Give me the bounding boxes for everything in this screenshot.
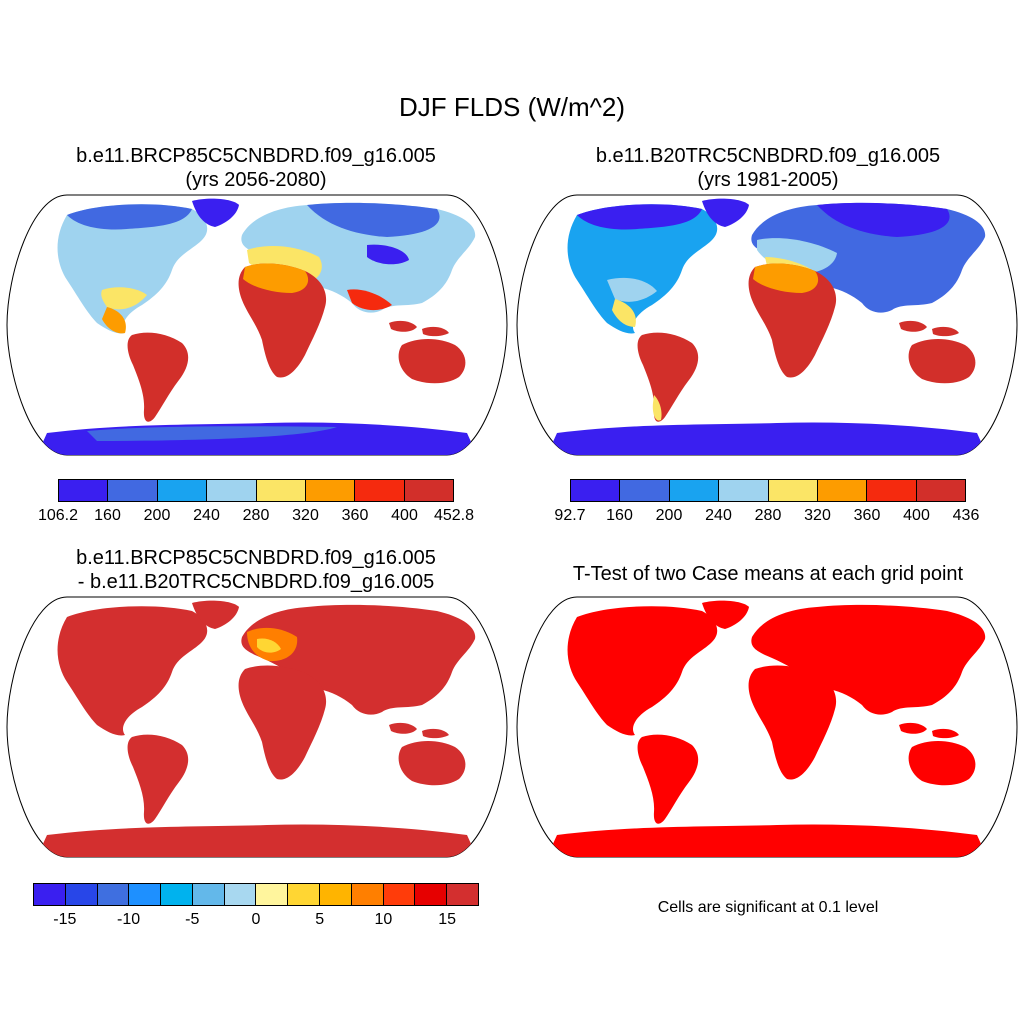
cb3-tick-label: 10: [374, 911, 393, 928]
cb3-tick-label: -10: [117, 911, 141, 928]
cb1-swatch-5: [305, 480, 356, 501]
panel2-title: b.e11.B20TRC5CNBDRD.f09_g16.005 (yrs 198…: [512, 144, 1024, 192]
cb3-swatch-5: [192, 884, 225, 905]
map-panel-1: [6, 194, 508, 456]
cb3-tick-label: -5: [185, 911, 200, 928]
cb2-tick-label: 400: [903, 507, 930, 524]
cb1-tick-label: 320: [292, 507, 319, 524]
cb2-swatch-7: [916, 480, 965, 501]
ttest-note: Cells are significant at 0.1 level: [657, 899, 879, 916]
cb2-swatch-5: [817, 480, 868, 501]
map-panel-3: [6, 596, 508, 858]
cb1-swatch-3: [207, 480, 257, 501]
figure-title: DJF FLDS (W/m^2): [399, 92, 625, 122]
cb3-swatch-0: [34, 884, 66, 905]
cb2-swatch-0: [571, 480, 621, 501]
cb2-swatch-1: [620, 480, 670, 501]
cb2-swatch-6: [867, 480, 917, 501]
panel2-title-line2: (yrs 1981-2005): [697, 169, 839, 191]
cb3-swatch-4: [161, 884, 193, 905]
cb3-swatch-3: [129, 884, 162, 905]
cb1-tick-label: 400: [391, 507, 418, 524]
panel2-title-line1: b.e11.B20TRC5CNBDRD.f09_g16.005: [595, 145, 941, 167]
cb2-tick-label: 240: [705, 507, 732, 524]
cb2-swatch-2: [669, 480, 720, 501]
cb3-swatch-8: [288, 884, 321, 905]
cb3-swatch-12: [415, 884, 448, 905]
cb3-swatch-13: [447, 884, 478, 905]
cb3-tick-label: 5: [315, 911, 325, 928]
cb3-tick-label: 15: [438, 911, 457, 928]
panel1-title-line1: b.e11.BRCP85C5CNBDRD.f09_g16.005: [76, 145, 436, 167]
colorbar-panel-1: [58, 479, 454, 502]
panel3-title: b.e11.BRCP85C5CNBDRD.f09_g16.005 - b.e11…: [0, 546, 512, 594]
cb3-swatch-7: [256, 884, 289, 905]
panel3-title-line2: - b.e11.B20TRC5CNBDRD.f09_g16.005: [77, 571, 435, 593]
cb3-tick-label: 0: [251, 911, 261, 928]
cb2-tick-label: 200: [655, 507, 683, 524]
cb2-swatch-4: [768, 480, 818, 501]
cb2-tick-label: 160: [606, 507, 633, 524]
cb1-swatch-1: [108, 480, 158, 501]
cb1-tick-label: 280: [242, 507, 270, 524]
cb2-tick-label: 92.7: [554, 507, 586, 524]
panel1-title-line2: (yrs 2056-2080): [185, 169, 327, 191]
cb1-swatch-6: [355, 480, 405, 501]
colorbar-panel-2: [570, 479, 966, 502]
panel3-title-line1: b.e11.BRCP85C5CNBDRD.f09_g16.005: [76, 547, 436, 569]
cb3-swatch-9: [320, 884, 352, 905]
panel1-title: b.e11.BRCP85C5CNBDRD.f09_g16.005 (yrs 20…: [0, 144, 512, 192]
cb3-swatch-11: [383, 884, 416, 905]
cb1-swatch-2: [157, 480, 208, 501]
cb1-tick-label: 240: [193, 507, 220, 524]
map-panel-2: [516, 194, 1018, 456]
cb2-tick-label: 320: [804, 507, 831, 524]
cb1-tick-label: 452.8: [433, 507, 475, 524]
cb2-tick-label: 436: [952, 507, 980, 524]
cb2-tick-label: 360: [853, 507, 881, 524]
cb1-swatch-0: [59, 480, 109, 501]
cb3-swatch-10: [351, 884, 384, 905]
cb1-tick-label: 200: [143, 507, 171, 524]
cb3-swatch-6: [224, 884, 257, 905]
cb1-tick-label: 360: [341, 507, 369, 524]
cb3-swatch-2: [97, 884, 130, 905]
colorbar-panel-3: [33, 883, 479, 906]
cb1-tick-label: 106.2: [37, 507, 79, 524]
panel4-title: T-Test of two Case means at each grid po…: [572, 563, 964, 585]
cb1-tick-label: 160: [94, 507, 121, 524]
cb2-swatch-3: [719, 480, 769, 501]
cb3-swatch-1: [65, 884, 98, 905]
cb1-swatch-4: [256, 480, 306, 501]
map-panel-4: [516, 596, 1018, 858]
cb2-tick-label: 280: [754, 507, 782, 524]
cb1-swatch-7: [404, 480, 453, 501]
cb3-tick-label: -15: [53, 911, 77, 928]
